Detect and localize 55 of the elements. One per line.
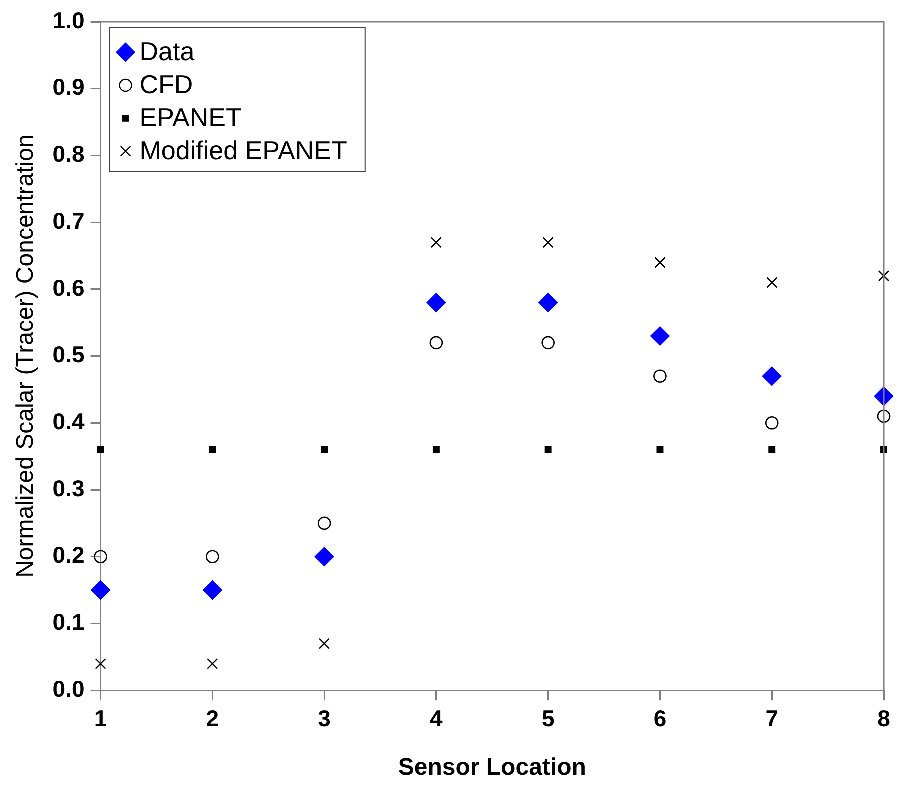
x-tick-label: 5 [542,706,555,732]
legend-label: CFD [140,70,194,100]
x-tick-label: 6 [654,706,667,732]
legend-label: Data [140,36,196,67]
y-tick-label: 0.9 [52,74,85,100]
point [650,326,670,346]
x-tick-label: 8 [878,706,891,732]
y-tick-label: 0.4 [52,408,85,435]
point [206,550,220,564]
point [209,446,216,454]
point [207,658,218,670]
y-tick-label: 0.5 [52,342,85,368]
y-tick-label: 0.6 [52,274,85,301]
point [430,237,442,248]
legend-label: EPANET [140,102,242,133]
point [95,658,106,670]
y-tick-label: 0.0 [52,676,85,702]
point [203,580,222,600]
point [321,446,328,454]
point [426,293,446,312]
point [656,446,664,454]
y-tick-label: 0.7 [52,208,85,234]
point [94,550,108,564]
x-tick-label: 3 [318,706,331,732]
point [538,293,558,312]
point [878,270,890,282]
point [318,516,332,530]
point [654,370,667,384]
point [91,580,110,600]
point [542,237,554,248]
point [762,366,782,386]
y-axis-title: Normalized Scalar (Tracer) Concentration [12,134,40,578]
point [877,410,891,424]
x-tick-label: 7 [766,706,779,732]
x-axis-title: Sensor Location [398,754,586,782]
x-tick-label: 1 [94,706,108,732]
point [765,416,779,430]
x-tick-label: 4 [430,706,444,732]
point [654,257,666,268]
point [542,336,555,350]
y-tick-label: 0.3 [52,475,85,502]
y-tick-label: 0.8 [52,141,85,168]
point [318,638,330,650]
legend-label: Modified EPANET [140,136,348,166]
point [314,547,334,567]
point [430,336,444,350]
y-tick-label: 0.1 [52,609,85,636]
point [768,446,776,454]
point [766,277,778,288]
point [432,446,440,454]
y-tick-label: 1.0 [52,7,85,34]
y-tick-label: 0.2 [52,542,85,568]
x-tick-label: 2 [206,706,220,732]
point [544,446,552,454]
point [97,446,104,454]
